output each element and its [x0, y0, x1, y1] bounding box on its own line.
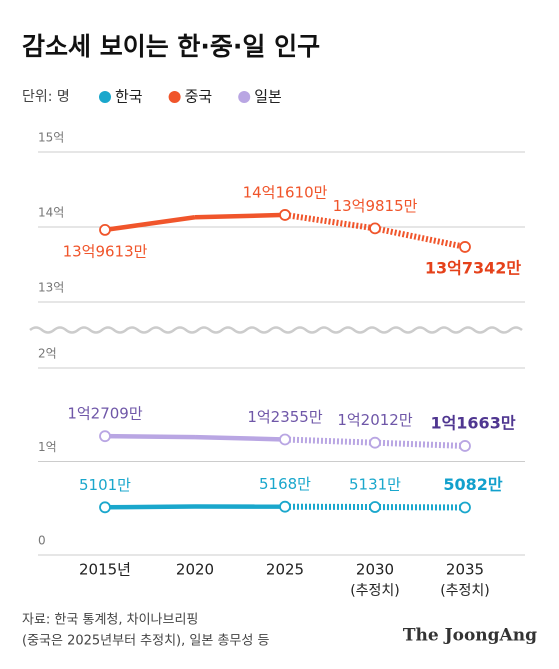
- legend-marker: [238, 91, 251, 103]
- legend-marker: [168, 91, 181, 103]
- y-tick-label: 2억: [38, 347, 57, 361]
- line-segment: [104, 215, 196, 233]
- y-tick-label: 1억: [38, 440, 57, 454]
- data-label: 5101만: [79, 476, 131, 494]
- data-label: 13억7342만: [425, 258, 522, 277]
- data-point: [99, 224, 111, 236]
- data-point: [279, 209, 291, 221]
- data-label: 13억9815만: [333, 197, 418, 215]
- unit-label: 단위: 명: [22, 89, 70, 105]
- legend-marker: [99, 91, 111, 103]
- chart-title: 감소세 보이는 한·중·일 인구: [22, 32, 320, 61]
- data-point: [459, 501, 471, 514]
- data-label: 1억2012만: [337, 411, 413, 429]
- x-tick-label: 2020: [176, 561, 214, 579]
- line-segment: [284, 436, 376, 446]
- x-tick-note: (추정치): [440, 583, 490, 599]
- data-label: 1억2355만: [247, 408, 323, 426]
- data-point: [459, 241, 471, 253]
- line-segment: [194, 212, 286, 220]
- line-segment: [104, 504, 196, 510]
- data-label: 5168만: [259, 475, 311, 493]
- axis-break: [29, 326, 523, 334]
- x-tick-label: 2025: [266, 561, 304, 579]
- data-point: [459, 440, 471, 452]
- source: (중국은 2025년부터 추정치), 일본 총무성 등: [22, 634, 269, 649]
- line-segment: [104, 433, 196, 440]
- legend-label: 한국: [115, 88, 143, 106]
- x-tick-label: 2030: [356, 561, 394, 579]
- line-segment: [194, 434, 286, 442]
- brand: The JoongAng: [403, 626, 537, 646]
- data-label: 1억2709만: [67, 405, 143, 423]
- data-label: 1억1663만: [430, 413, 515, 432]
- line-segment: [374, 439, 466, 449]
- data-label: 5082만: [443, 475, 503, 494]
- y-tick-label: 0: [38, 534, 46, 548]
- data-point: [99, 501, 111, 514]
- x-tick-label: 2035: [446, 561, 484, 579]
- data-point: [369, 501, 381, 513]
- source: 자료: 한국 통계청, 차이나브리핑: [22, 613, 198, 628]
- data-label: 14억1610만: [243, 183, 328, 201]
- y-tick-label: 15억: [38, 131, 64, 145]
- x-tick-label: 2015년: [79, 561, 131, 579]
- line-segment: [284, 211, 376, 232]
- y-tick-label: 13억: [38, 281, 64, 295]
- data-label: 5131만: [349, 476, 401, 494]
- data-point: [369, 222, 381, 235]
- data-point: [279, 433, 291, 446]
- data-point: [369, 436, 381, 449]
- legend-label: 일본: [254, 88, 282, 106]
- data-label: 13억9613만: [63, 242, 148, 260]
- data-point: [279, 500, 291, 513]
- y-tick-label: 14억: [38, 206, 64, 220]
- legend-label: 중국: [185, 88, 213, 106]
- line-segment: [374, 225, 466, 250]
- x-tick-note: (추정치): [350, 583, 400, 599]
- data-point: [99, 430, 111, 443]
